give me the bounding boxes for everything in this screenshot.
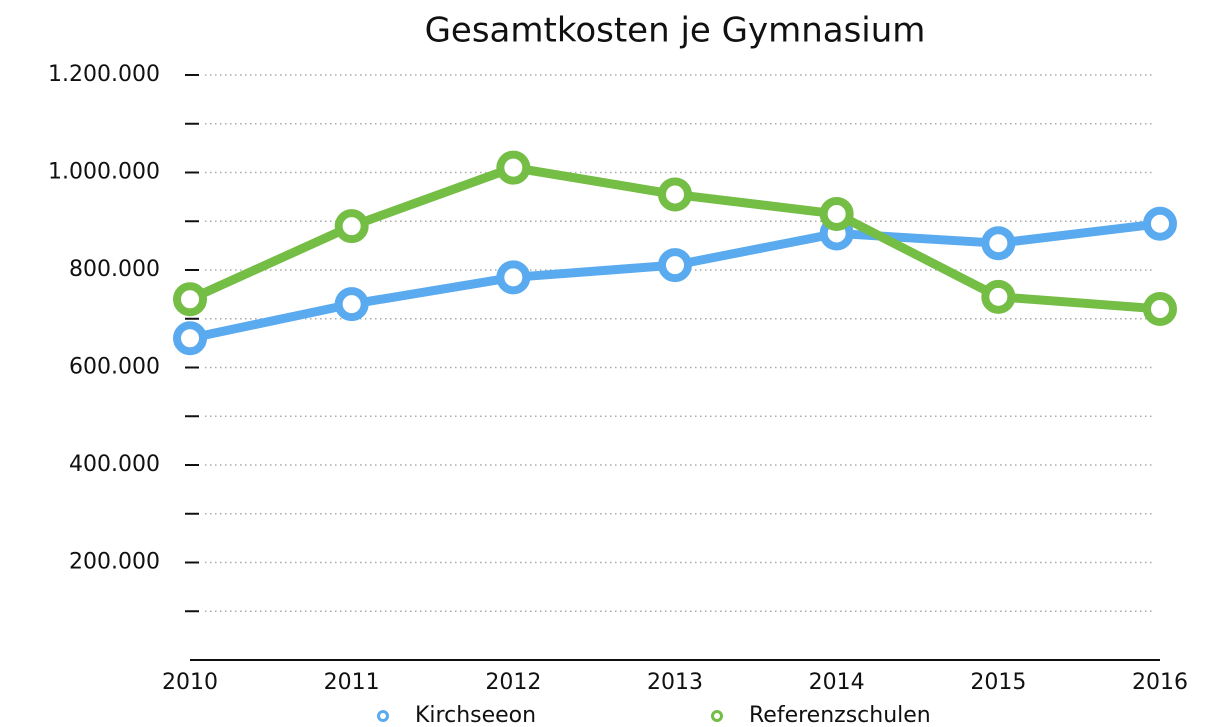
x-tick-label: 2015 — [970, 670, 1026, 695]
legend-marker — [377, 710, 389, 722]
x-tick-label: 2014 — [809, 670, 865, 695]
chart-title: Gesamtkosten je Gymnasium — [425, 11, 926, 51]
x-tick-label: 2011 — [324, 670, 380, 695]
y-tick-label: 800.000 — [69, 257, 160, 282]
y-tick-label: 400.000 — [69, 452, 160, 477]
data-point — [658, 248, 692, 283]
data-point — [496, 150, 531, 185]
data-point — [334, 287, 369, 322]
x-tick-label: 2012 — [485, 670, 541, 695]
x-tick-label: 2016 — [1132, 670, 1188, 695]
legend-marker — [711, 710, 723, 722]
y-tick-label: 200.000 — [69, 550, 160, 575]
legend-label: Kirchseeon — [415, 703, 536, 727]
data-point — [173, 282, 207, 317]
data-point — [981, 226, 1016, 261]
data-point — [1143, 206, 1177, 241]
data-point — [658, 177, 692, 212]
y-tick-label: 1.000.000 — [48, 160, 160, 185]
legend-label: Referenzschulen — [749, 703, 931, 727]
y-tick-label: 600.000 — [69, 355, 160, 380]
data-point — [496, 260, 531, 295]
data-point — [981, 279, 1016, 314]
x-tick-label: 2010 — [162, 670, 218, 695]
x-tick-label: 2013 — [647, 670, 703, 695]
data-point — [819, 196, 854, 231]
y-tick-label: 1.200.000 — [48, 62, 160, 87]
data-point — [173, 321, 207, 356]
data-point — [1143, 292, 1177, 326]
data-point — [334, 209, 369, 244]
